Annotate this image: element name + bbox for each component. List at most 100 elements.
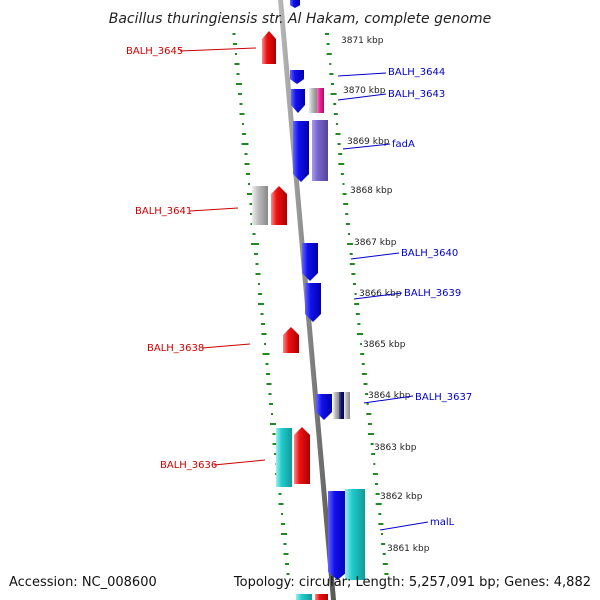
gene-bottom-red[interactable] [315,594,328,600]
gc-dash-left [264,343,266,345]
gc-dash-right [382,553,386,555]
gene-balh-3643[interactable] [291,89,305,113]
gc-dash-right [335,133,341,135]
gc-dash-right [371,453,376,455]
gc-dash-left [244,153,248,155]
gene-top-partial[interactable] [290,0,300,8]
gene-balh-3639[interactable] [305,283,321,322]
gc-dash-left [242,133,246,135]
gene-balh-3637[interactable] [316,394,332,420]
gc-dash-right [348,233,350,235]
gc-dash-right [381,543,386,545]
gene-label-left[interactable]: BALH_3636 [160,460,217,471]
gc-dash-left [248,183,250,185]
gc-dash-left [262,353,270,355]
gene-pseudo-3637b[interactable] [344,392,350,419]
gc-dash-left [285,563,289,565]
gc-dash-right [361,373,367,375]
gene-label-left[interactable]: BALH_3645 [126,46,183,57]
scale-label: 3868 kbp [350,186,393,196]
accession-text: Accession: NC_008600 [9,575,157,590]
gc-dash-left [234,63,240,65]
gene-balh-3640[interactable] [302,243,318,281]
gc-dash-right [347,243,354,245]
gene-navy-3637[interactable] [339,392,345,419]
gc-dash-left [252,233,256,235]
scale-label: 3867 kbp [354,238,397,248]
label-leader-line [201,343,251,349]
label-leader-line [363,395,414,404]
gc-dash-left [258,303,264,305]
gene-mall-blue[interactable] [328,491,347,580]
gc-dash-right [365,393,369,395]
gc-dash-right [338,153,343,155]
gc-dash-right [331,83,334,85]
gc-dash-right [375,503,382,505]
gc-dash-left [244,163,250,165]
gene-label-right[interactable]: malL [430,517,455,528]
gene-balh-3641[interactable] [271,186,287,225]
gene-balh-3638[interactable] [283,327,299,353]
gene-balh-3645[interactable] [262,31,276,64]
gene-fada[interactable] [293,121,309,182]
gc-dash-left [238,93,242,95]
gc-dash-left [254,253,258,255]
label-leader-line [350,252,400,260]
gc-dash-left [283,553,289,555]
scale-label: 3869 kbp [347,137,390,147]
gc-dash-right [355,313,360,315]
gc-dash-left [271,413,273,415]
gene-bottom-cyan[interactable] [296,594,312,600]
gc-dash-left [265,363,269,365]
gene-pseudo-3637[interactable] [333,392,339,419]
gc-dash-right [368,433,374,435]
gc-dash-right [360,343,363,345]
gene-balh-3644[interactable] [290,70,304,84]
gene-mall-cyan[interactable] [345,489,365,580]
gene-label-right[interactable]: BALH_3637 [415,392,472,403]
gc-dash-left [286,573,290,575]
gc-dash-left [251,243,259,245]
gene-label-right[interactable]: BALH_3640 [401,248,458,259]
gc-dash-right [351,273,356,275]
gc-dash-left [270,423,276,425]
gc-dash-left [242,123,244,125]
gc-dash-right [342,193,347,195]
gc-dash-left [281,533,287,535]
gc-dash-left [236,73,240,75]
gene-label-right[interactable]: fadA [392,139,415,150]
gc-dash-left [258,293,262,295]
label-leader-line [213,459,266,466]
gene-purple-fada[interactable] [312,120,328,181]
gene-label-right[interactable]: BALH_3644 [388,67,445,78]
gc-dash-right [375,483,378,485]
gene-label-left[interactable]: BALH_3641 [135,206,192,217]
label-leader-line [337,93,387,101]
gene-label-right[interactable]: BALH_3643 [388,89,445,100]
gene-label-left[interactable]: BALH_3638 [147,343,204,354]
gc-dash-right [361,363,365,365]
gene-pseudo-3641[interactable] [252,186,268,225]
gc-dash-left [246,173,250,175]
gc-dash-right [329,73,334,75]
gc-dash-right [342,183,345,185]
gc-dash-right [382,563,388,565]
label-leader-line [379,521,429,531]
gc-dash-right [354,293,357,295]
gc-dash-left [249,203,253,205]
gc-dash-left [283,543,287,545]
gene-pseudo-3870[interactable] [309,88,317,113]
label-leader-line [353,292,403,300]
gene-cyan-3636[interactable] [276,428,292,487]
gc-dash-left [239,113,245,115]
gc-dash-left [266,383,272,385]
label-leader-line [342,143,391,150]
scale-label: 3870 kbp [343,86,386,96]
gene-magenta-3870[interactable] [317,88,324,113]
gc-content-right-track [325,33,389,575]
gene-balh-3636[interactable] [294,427,310,484]
gc-dash-right [329,63,332,65]
scale-label: 3863 kbp [374,443,417,453]
gene-label-right[interactable]: BALH_3639 [404,288,461,299]
